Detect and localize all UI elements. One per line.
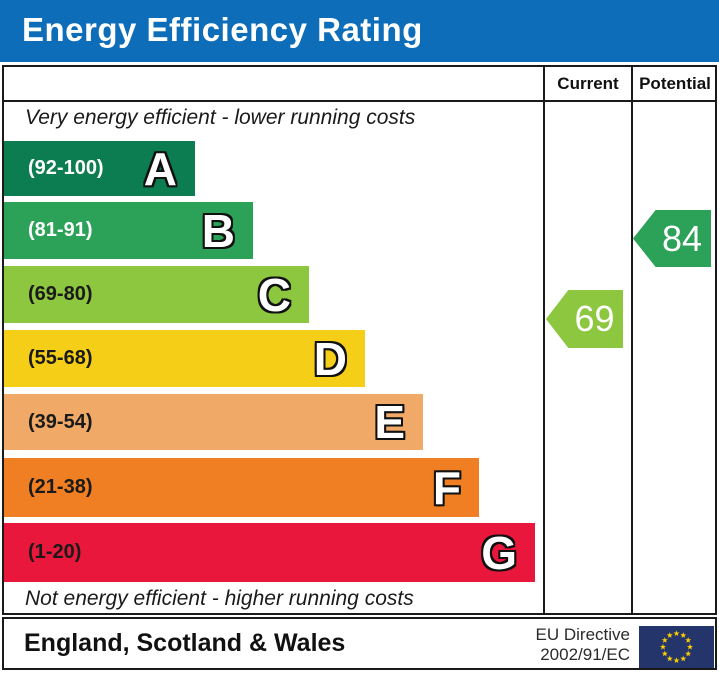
bottom-note: Not energy efficient - higher running co… <box>25 587 414 610</box>
table-header-divider <box>2 100 717 102</box>
eu-directive-line1: EU Directive <box>535 625 630 644</box>
energy-rating-header: Energy Efficiency Rating <box>0 0 719 62</box>
current-column-divider <box>543 65 545 615</box>
band-letter: E <box>374 396 405 448</box>
potential-column-divider <box>631 65 633 615</box>
band-letter: G <box>481 526 517 579</box>
band-row-g: (1-20) G <box>4 523 535 582</box>
band-row-e: (39-54) E <box>4 394 423 450</box>
footer-bar: England, Scotland & Wales EU Directive 2… <box>2 617 717 670</box>
eu-flag-icon <box>639 626 714 668</box>
band-range-label: (55-68) <box>28 347 93 369</box>
eu-directive-label: EU Directive 2002/91/EC <box>454 625 630 665</box>
band-row-b: (81-91) B <box>4 202 253 259</box>
band-range-label: (39-54) <box>28 410 93 433</box>
potential-rating-value: 84 <box>661 217 703 259</box>
band-letter: D <box>313 332 347 385</box>
top-note: Very energy efficient - lower running co… <box>25 106 416 129</box>
column-header-current: Current <box>557 74 619 93</box>
band-row-d: (55-68) D <box>4 330 365 387</box>
band-letter: F <box>432 461 461 514</box>
page-title: Energy Efficiency Rating <box>22 11 423 48</box>
band-range-label: (21-38) <box>28 476 93 498</box>
column-header-potential: Potential <box>639 74 711 93</box>
band-row-c: (69-80) C <box>4 266 309 323</box>
band-row-f: (21-38) F <box>4 458 479 517</box>
band-range-label: (92-100) <box>28 157 104 179</box>
band-letter: A <box>143 142 177 195</box>
band-range-label: (1-20) <box>28 541 82 563</box>
band-letter: C <box>257 268 291 321</box>
band-letter: B <box>201 204 235 257</box>
region-label: England, Scotland & Wales <box>24 629 346 657</box>
eu-directive-line2: 2002/91/EC <box>540 645 630 664</box>
band-row-a: (92-100) A <box>4 141 195 196</box>
band-range-label: (81-91) <box>28 219 93 241</box>
current-rating-value: 69 <box>574 298 615 339</box>
band-range-label: (69-80) <box>28 283 93 305</box>
